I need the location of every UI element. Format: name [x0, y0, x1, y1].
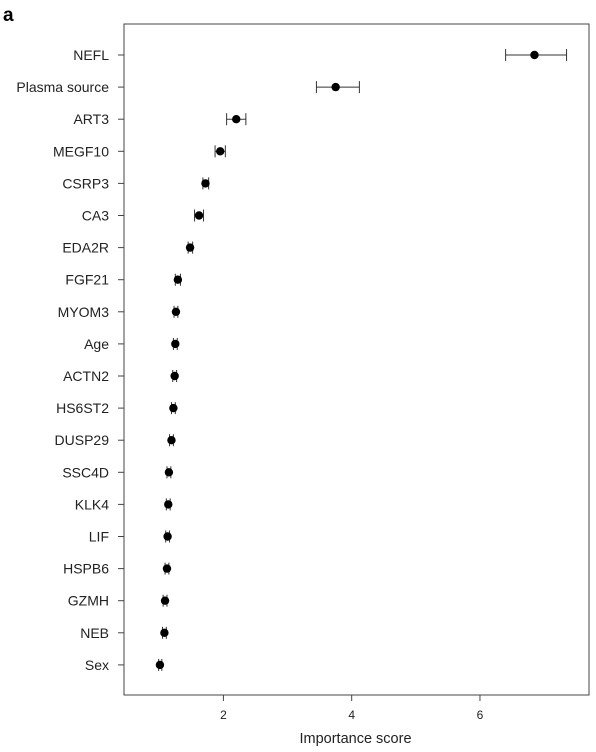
data-point [164, 468, 174, 477]
x-axis-title: Importance score [299, 731, 411, 747]
data-point [170, 371, 179, 381]
category-label: Age [84, 336, 109, 352]
data-point [155, 660, 165, 670]
category-label: NEB [80, 625, 109, 641]
category-label: MYOM3 [58, 304, 110, 320]
category-label: GZMH [68, 593, 109, 609]
data-point [185, 243, 195, 252]
x-tick-label: 6 [477, 708, 484, 722]
category-label: ACTN2 [63, 368, 109, 384]
category-label: CA3 [82, 208, 109, 224]
data-point [530, 50, 539, 60]
category-label: LIF [89, 529, 109, 545]
category-label: KLK4 [75, 496, 109, 512]
data-point [232, 115, 241, 124]
data-point [160, 596, 170, 605]
category-label: Sex [85, 657, 109, 673]
data-point [162, 564, 172, 573]
category-label: NEFL [73, 47, 109, 63]
data-point [160, 628, 169, 637]
category-label: SSC4D [62, 464, 109, 480]
x-axis: 2 4 6 [220, 695, 484, 722]
category-label: CSRP3 [62, 175, 109, 191]
data-point [164, 500, 173, 509]
category-label: Plasma source [16, 79, 109, 95]
category-label: MEGF10 [53, 143, 109, 159]
x-tick-label: 4 [348, 708, 355, 722]
x-tick-label: 2 [220, 708, 227, 722]
data-marks [155, 49, 568, 671]
panel-label: a [3, 5, 14, 26]
data-point [201, 179, 210, 188]
data-point [216, 147, 225, 156]
data-point [163, 532, 172, 541]
data-point [169, 403, 178, 413]
category-label: HS6ST2 [56, 400, 109, 416]
category-labels: NEFL Plasma source ART3 MEGF10 CSRP3 CA3 EDA2R… [16, 47, 124, 673]
data-point [173, 275, 183, 284]
data-point [167, 436, 176, 445]
data-point [171, 307, 181, 316]
plot-frame [123, 23, 590, 696]
category-label: EDA2R [62, 240, 109, 256]
data-point [194, 211, 204, 220]
category-label: DUSP29 [55, 432, 110, 448]
data-point [171, 339, 180, 349]
category-label: HSPB6 [63, 561, 109, 577]
category-label: FGF21 [65, 272, 109, 288]
category-label: ART3 [73, 111, 109, 127]
data-point [331, 82, 340, 92]
